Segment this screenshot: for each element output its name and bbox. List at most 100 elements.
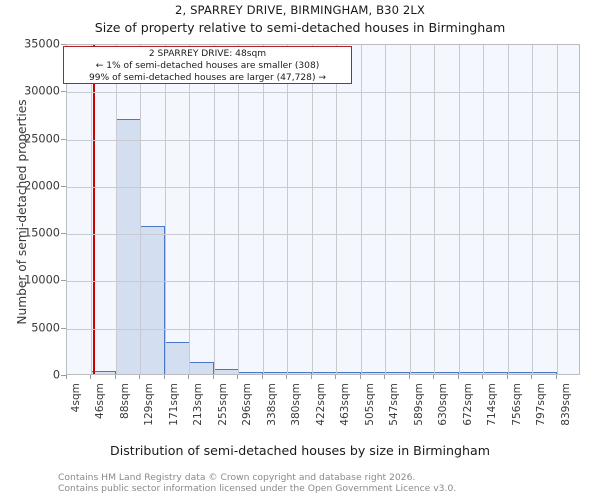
- x-axis-tick-label: 171sqm: [167, 383, 180, 426]
- x-axis-tick-mark: [335, 375, 336, 379]
- annotation-box: 2 SPARREY DRIVE: 48sqm ← 1% of semi-deta…: [63, 46, 352, 84]
- bar-589: [410, 372, 435, 374]
- x-axis-tick-label: 714sqm: [486, 383, 499, 426]
- gridline-horizontal: [67, 329, 579, 330]
- x-axis-tick-mark: [507, 375, 508, 379]
- gridline-vertical: [287, 45, 288, 374]
- bar-213: [189, 362, 214, 374]
- y-axis-tick-label: 10000: [24, 273, 60, 287]
- bar-255: [214, 369, 239, 374]
- bar-505: [361, 372, 386, 374]
- bar-88: [116, 118, 141, 374]
- gridline-vertical: [263, 45, 264, 374]
- bar-547: [385, 372, 410, 374]
- x-axis-tick-label: 88sqm: [118, 383, 131, 420]
- annotation-line-3: 99% of semi-detached houses are larger (…: [88, 73, 327, 83]
- annotation-line-2: ← 1% of semi-detached houses are smaller…: [95, 61, 320, 71]
- bar-797: [532, 372, 557, 374]
- x-axis-tick-mark: [66, 375, 67, 379]
- x-axis-tick-label: 338sqm: [265, 383, 278, 426]
- bar-422: [312, 372, 337, 374]
- x-axis-tick-mark: [188, 375, 189, 379]
- y-axis-tick-label: 30000: [24, 84, 60, 98]
- y-axis-tick-label: 5000: [31, 321, 60, 335]
- x-axis-tick-label: 589sqm: [412, 383, 425, 426]
- x-axis-tick-label: 296sqm: [241, 383, 254, 426]
- x-axis-tick-mark: [360, 375, 361, 379]
- gridline-vertical: [116, 45, 117, 374]
- y-axis-title: Number of semi-detached properties: [15, 99, 29, 325]
- gridline-vertical: [140, 45, 141, 374]
- bar-463: [336, 372, 361, 374]
- bar-630: [434, 372, 459, 374]
- gridline-vertical: [459, 45, 460, 374]
- bar-380: [287, 372, 312, 374]
- x-axis-tick-mark: [458, 375, 459, 379]
- gridline-vertical: [336, 45, 337, 374]
- x-axis-tick-mark: [384, 375, 385, 379]
- footer-line-2: Contains public sector information licen…: [58, 483, 457, 494]
- x-axis-tick-mark: [213, 375, 214, 379]
- footer-attribution: Contains HM Land Registry data © Crown c…: [58, 472, 598, 494]
- y-axis-tick-label: 15000: [24, 226, 60, 240]
- x-axis-tick-label: 129sqm: [143, 383, 156, 426]
- x-axis-tick-mark: [409, 375, 410, 379]
- gridline-vertical: [91, 45, 92, 374]
- bar-296: [238, 372, 263, 374]
- x-axis-tick-label: 213sqm: [192, 383, 205, 426]
- gridline-vertical: [165, 45, 166, 374]
- x-axis-tick-mark: [531, 375, 532, 379]
- y-axis-tick-label: 25000: [24, 132, 60, 146]
- x-axis-tick-label: 4sqm: [70, 383, 82, 413]
- bars-layer: [67, 45, 579, 374]
- x-axis-tick-label: 839sqm: [559, 383, 572, 426]
- gridline-vertical: [410, 45, 411, 374]
- plot-area: [66, 44, 580, 375]
- x-axis-tick-label: 46sqm: [94, 383, 107, 420]
- x-axis-tick-mark: [237, 375, 238, 379]
- bar-129: [140, 225, 165, 374]
- gridline-vertical: [238, 45, 239, 374]
- gridline-vertical: [434, 45, 435, 374]
- gridline-vertical: [508, 45, 509, 374]
- chart-subtitle-address: 2, SPARREY DRIVE, BIRMINGHAM, B30 2LX: [175, 3, 425, 17]
- y-axis-tick-label: 20000: [24, 179, 60, 193]
- x-axis-tick-mark: [90, 375, 91, 379]
- x-axis-tick-mark: [139, 375, 140, 379]
- x-axis-tick-label: 255sqm: [216, 383, 229, 426]
- x-axis-tick-label: 547sqm: [388, 383, 401, 426]
- gridline-horizontal: [67, 281, 579, 282]
- x-axis-tick-mark: [164, 375, 165, 379]
- gridline-horizontal: [67, 140, 579, 141]
- x-axis-title: Distribution of semi-detached houses by …: [110, 443, 490, 458]
- x-axis-tick-label: 756sqm: [510, 383, 523, 426]
- x-axis-tick-label: 630sqm: [437, 383, 450, 426]
- x-axis-tick-label: 797sqm: [535, 383, 548, 426]
- bar-756: [508, 372, 533, 374]
- gridline-vertical: [189, 45, 190, 374]
- x-axis-tick-mark: [482, 375, 483, 379]
- gridline-vertical: [557, 45, 558, 374]
- gridline-vertical: [483, 45, 484, 374]
- annotation-line-1: 2 SPARREY DRIVE: 48sqm: [148, 49, 267, 59]
- x-axis-tick-mark: [115, 375, 116, 379]
- gridline-horizontal: [67, 92, 579, 93]
- bar-672: [459, 372, 484, 374]
- property-marker-line: [93, 45, 95, 374]
- footer-line-1: Contains HM Land Registry data © Crown c…: [58, 472, 416, 483]
- gridline-vertical: [532, 45, 533, 374]
- x-axis-tick-mark: [556, 375, 557, 379]
- y-axis-tick-mark: [61, 375, 66, 376]
- x-axis-tick-label: 463sqm: [339, 383, 352, 426]
- gridline-horizontal: [67, 234, 579, 235]
- x-axis-tick-mark: [262, 375, 263, 379]
- bar-338: [263, 372, 288, 374]
- gridline-vertical: [214, 45, 215, 374]
- x-axis-tick-mark: [433, 375, 434, 379]
- gridline-vertical: [361, 45, 362, 374]
- y-axis-tick-label: 0: [52, 368, 60, 382]
- gridline-vertical: [312, 45, 313, 374]
- x-axis-tick-label: 422sqm: [314, 383, 327, 426]
- x-axis-tick-label: 505sqm: [363, 383, 376, 426]
